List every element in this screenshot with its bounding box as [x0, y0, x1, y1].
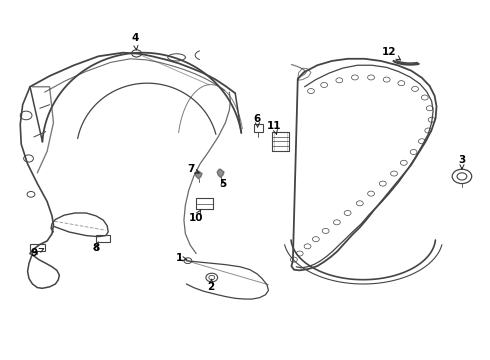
Text: 6: 6: [254, 114, 261, 127]
Text: 2: 2: [207, 279, 215, 292]
Text: 3: 3: [458, 155, 466, 169]
Text: 7: 7: [188, 164, 199, 174]
Text: 12: 12: [382, 46, 400, 60]
Text: 5: 5: [220, 179, 227, 189]
Bar: [96, 234, 110, 242]
Text: 10: 10: [189, 210, 203, 222]
Bar: [30, 244, 45, 251]
Text: 9: 9: [30, 248, 44, 258]
Text: 4: 4: [131, 33, 139, 50]
Bar: [254, 125, 263, 132]
Circle shape: [452, 169, 472, 184]
Polygon shape: [217, 169, 224, 177]
Text: 11: 11: [267, 121, 282, 134]
Text: 1: 1: [175, 253, 187, 263]
Polygon shape: [195, 171, 202, 179]
Text: 8: 8: [92, 243, 99, 253]
